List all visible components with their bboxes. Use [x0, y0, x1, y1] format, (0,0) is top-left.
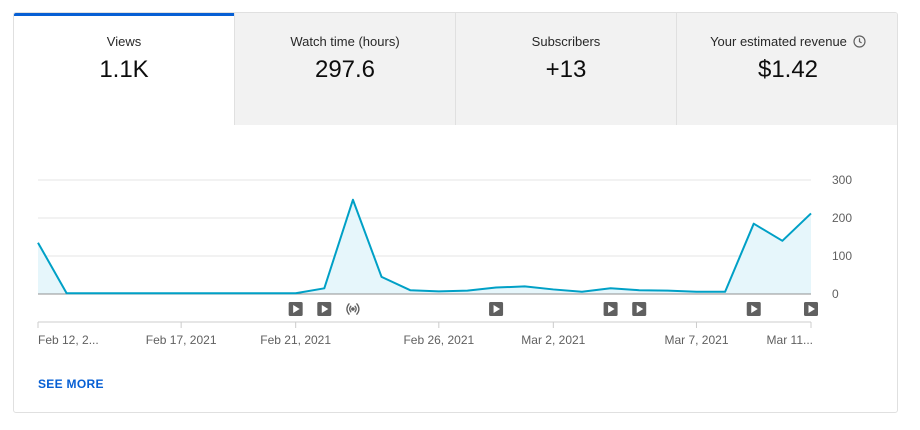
data-point[interactable] — [264, 290, 270, 296]
tab-value: $1.42 — [757, 56, 819, 83]
data-point[interactable] — [92, 290, 98, 296]
tab-value: 1.1K — [99, 56, 149, 83]
tab-label: Views — [106, 34, 142, 49]
y-tick-label: 300 — [832, 173, 852, 187]
tab-estimated-revenue[interactable]: Your estimated revenue $1.42 — [677, 13, 897, 125]
data-point[interactable] — [321, 285, 327, 291]
data-point[interactable] — [579, 289, 585, 295]
x-tick-label: Feb 21, 2021 — [260, 333, 331, 347]
data-point[interactable] — [808, 210, 814, 216]
series-line — [37, 198, 812, 295]
tab-value: 297.6 — [314, 56, 376, 83]
live-icon[interactable] — [346, 303, 360, 315]
y-tick-label: 100 — [832, 249, 852, 263]
data-point[interactable] — [550, 286, 556, 292]
play-icon[interactable] — [489, 302, 504, 316]
data-point[interactable] — [665, 288, 671, 294]
data-point[interactable] — [493, 285, 499, 291]
data-point[interactable] — [636, 287, 642, 293]
x-tick-label: Mar 2, 2021 — [521, 333, 585, 347]
y-tick-label: 200 — [832, 211, 852, 225]
data-point[interactable] — [722, 289, 728, 295]
see-more-link[interactable]: SEE MORE — [38, 377, 104, 391]
play-icon[interactable] — [804, 302, 818, 316]
tab-label: Watch time (hours) — [290, 34, 400, 49]
data-point[interactable] — [150, 290, 156, 296]
play-icon[interactable] — [603, 302, 618, 316]
data-point[interactable] — [235, 290, 241, 296]
data-point[interactable] — [35, 240, 41, 246]
data-point[interactable] — [207, 290, 213, 296]
series-area — [38, 199, 811, 294]
data-point[interactable] — [464, 288, 470, 294]
x-tick-label: Feb 26, 2021 — [403, 333, 474, 347]
play-icon[interactable] — [288, 302, 303, 316]
data-point[interactable] — [178, 290, 184, 296]
data-point[interactable] — [293, 290, 299, 296]
data-point[interactable] — [522, 283, 528, 289]
data-point[interactable] — [693, 289, 699, 295]
data-point[interactable] — [779, 238, 785, 244]
data-point[interactable] — [436, 288, 442, 294]
data-point[interactable] — [64, 290, 70, 296]
tab-views[interactable]: Views 1.1K — [14, 13, 235, 125]
x-tick-label: Feb 17, 2021 — [146, 333, 217, 347]
x-tick-label: Mar 7, 2021 — [664, 333, 728, 347]
tab-label: Your estimated revenue — [677, 34, 897, 49]
tab-label: Subscribers — [531, 34, 601, 49]
data-point[interactable] — [379, 274, 385, 280]
y-tick-label: 0 — [832, 287, 839, 301]
tab-watch-time[interactable]: Watch time (hours) 297.6 — [235, 13, 456, 125]
x-tick-label: Feb 12, 2... — [38, 333, 99, 347]
tab-subscribers[interactable]: Subscribers +13 — [456, 13, 677, 125]
data-point[interactable] — [608, 285, 614, 291]
x-tick-label: Mar 11... — [767, 333, 813, 347]
data-point[interactable] — [407, 287, 413, 293]
data-point[interactable] — [751, 221, 757, 227]
clock-icon[interactable] — [853, 35, 866, 48]
play-icon[interactable] — [632, 302, 647, 316]
analytics-card: Views 1.1K Watch time (hours) 297.6 Subs… — [13, 12, 898, 413]
data-point[interactable] — [350, 197, 356, 203]
play-icon[interactable] — [746, 302, 761, 316]
metric-tabs: Views 1.1K Watch time (hours) 297.6 Subs… — [14, 13, 897, 125]
play-icon[interactable] — [317, 302, 332, 316]
tab-value: +13 — [545, 56, 587, 83]
data-point[interactable] — [121, 290, 127, 296]
